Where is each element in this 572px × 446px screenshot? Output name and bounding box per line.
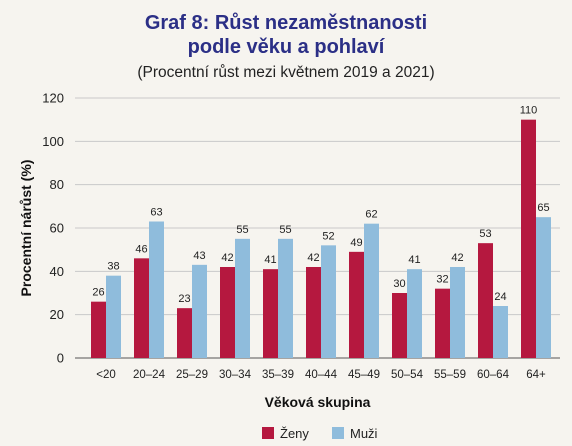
chart-title-line2: podle věku a pohlaví: [187, 36, 385, 58]
x-tick-label: 45–49: [348, 369, 380, 381]
chart-subtitle: (Procentní růst mezi květnem 2019 a 2021…: [137, 64, 435, 81]
data-label: 53: [479, 228, 491, 240]
bar-muzi: [536, 217, 551, 358]
bar-muzi: [278, 238, 293, 358]
data-label: 63: [150, 207, 162, 219]
data-label: 46: [135, 243, 147, 255]
x-tick-label: 40–44: [305, 369, 338, 381]
x-tick-label: 25–29: [176, 369, 208, 381]
bar-zeny: [521, 119, 536, 359]
data-label: 42: [307, 252, 319, 264]
bar-muzi: [407, 269, 422, 358]
bar-muzi: [493, 306, 508, 358]
data-label: 65: [537, 202, 549, 214]
data-label: 24: [494, 291, 506, 303]
bar-zeny: [220, 267, 235, 358]
x-tick-label: <20: [96, 369, 116, 381]
data-label: 23: [178, 293, 190, 305]
x-tick-label: 50–54: [391, 369, 424, 381]
data-label: 41: [408, 254, 420, 266]
bar-zeny: [177, 308, 192, 358]
x-tick-label: 64+: [526, 369, 546, 381]
data-label: 55: [236, 224, 248, 236]
y-tick-label: 120: [42, 91, 64, 106]
bar-muzi: [364, 223, 379, 358]
legend-label: Ženy: [280, 426, 309, 441]
x-tick-label: 35–39: [262, 369, 294, 381]
y-tick-label: 100: [42, 134, 64, 149]
data-label: 32: [436, 274, 448, 286]
legend-swatch: [262, 427, 274, 439]
bar-muzi: [192, 264, 207, 358]
data-label: 38: [107, 261, 119, 273]
x-tick-label: 60–64: [477, 369, 510, 381]
data-label: 43: [193, 250, 205, 262]
bar-muzi: [106, 275, 121, 358]
bar-zeny: [306, 267, 321, 358]
bar-muzi: [321, 245, 336, 358]
bar-zeny: [134, 258, 149, 358]
data-label: 41: [264, 254, 276, 266]
x-tick-label: 20–24: [133, 369, 166, 381]
y-tick-label: 60: [50, 221, 64, 236]
x-axis-title: Věková skupina: [265, 394, 371, 410]
bar-zeny: [392, 293, 407, 358]
y-tick-label: 0: [57, 351, 64, 366]
bar-zeny: [478, 243, 493, 358]
bar-zeny: [435, 288, 450, 358]
data-label: 110: [520, 105, 538, 117]
bar-muzi: [149, 221, 164, 358]
data-label: 42: [451, 252, 463, 264]
bar-muzi: [235, 238, 250, 358]
data-label: 55: [279, 224, 291, 236]
data-label: 30: [393, 278, 405, 290]
data-label: 49: [350, 237, 362, 249]
chart-title-line1: Graf 8: Růst nezaměstnanosti: [144, 12, 428, 34]
y-axis-title: Procentní nárůst (%): [18, 160, 34, 297]
data-label: 62: [365, 209, 377, 221]
data-label: 26: [92, 287, 104, 299]
data-label: 42: [221, 252, 233, 264]
legend-swatch: [332, 427, 344, 439]
y-tick-label: 40: [50, 264, 64, 279]
bar-muzi: [450, 267, 465, 358]
legend-label: Muži: [350, 426, 378, 441]
y-tick-label: 20: [50, 307, 64, 322]
bar-zeny: [349, 251, 364, 358]
x-tick-label: 30–34: [219, 369, 252, 381]
y-tick-label: 80: [50, 177, 64, 192]
data-label: 52: [322, 230, 334, 242]
bar-zeny: [263, 269, 278, 358]
bar-zeny: [91, 301, 106, 358]
x-tick-label: 55–59: [434, 369, 466, 381]
